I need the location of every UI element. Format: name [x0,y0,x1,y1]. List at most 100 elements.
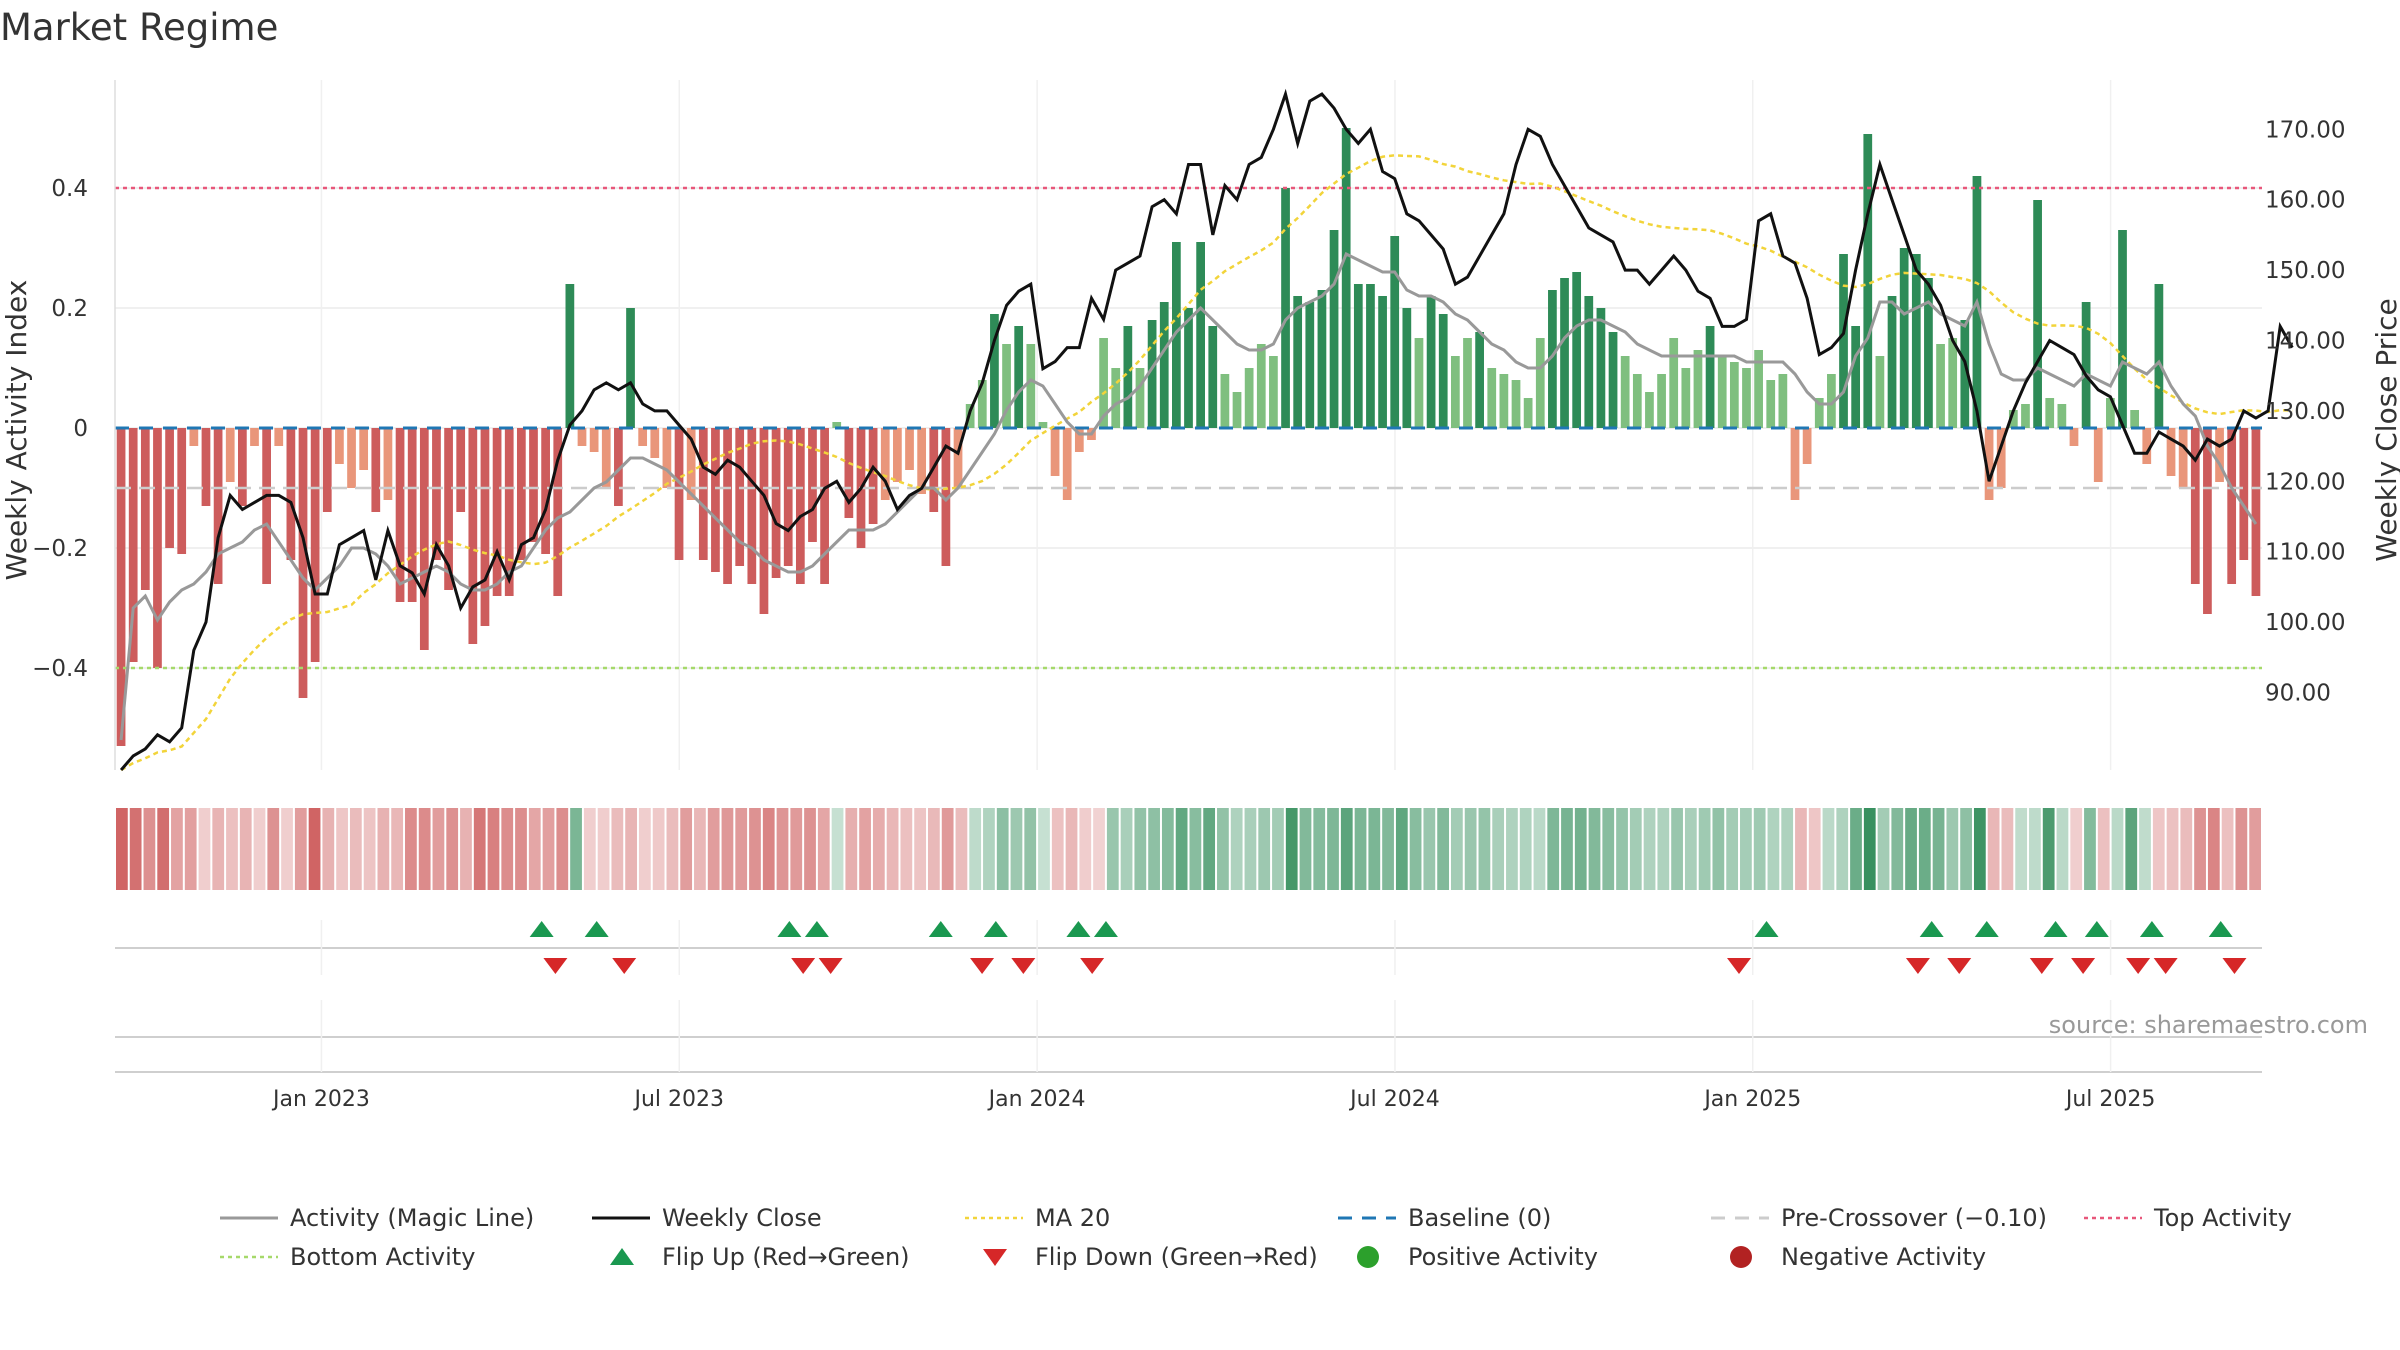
activity-bar [711,428,720,572]
regime-cell [1437,808,1449,890]
regime-cell [1079,808,1092,890]
activity-bar [808,428,817,542]
regime-cell [872,808,885,890]
activity-bar [771,428,781,578]
flip-down-marker [1905,958,1930,974]
regime-cell [2084,808,2096,890]
regime-cell [487,808,500,890]
activity-bar [1463,338,1472,428]
activity-bar [698,428,708,560]
regime-cell [1010,808,1023,890]
right-tick-label: 130.00 [2265,399,2345,425]
regime-cell [1795,808,1807,890]
activity-bar [1790,428,1800,500]
activity-bar [1499,374,1509,428]
activity-bar [1899,248,1909,428]
flip-up-marker [529,921,554,937]
activity-bar [1584,296,1594,428]
regime-cell [1340,808,1353,890]
activity-bar [298,428,308,698]
flip-down-marker [2126,958,2151,974]
regime-cell [1327,808,1339,890]
activity-bar [1147,320,1157,428]
left-tick-label: 0.2 [51,296,88,322]
activity-bar [1608,332,1618,428]
regime-cell [1492,808,1505,890]
regime-cell [1698,808,1711,890]
regime-cell [473,808,486,890]
regime-cell [983,808,995,890]
reference-lines [115,186,2262,670]
right-tick-label: 160.00 [2265,188,2345,214]
activity-bar [1353,284,1363,428]
regime-cell [1850,808,1862,890]
legend-label: Weekly Close [662,1204,822,1232]
activity-bar [2069,428,2079,446]
regime-cell [308,808,321,890]
regime-cell [1547,808,1560,890]
activity-bar [1232,392,1242,428]
regime-cell [239,808,252,890]
activity-bar [1438,314,1448,428]
flip-up-marker [1974,921,1999,937]
flip-down-marker [970,958,995,974]
flip-up-marker [777,921,802,937]
activity-bar [1754,350,1763,428]
regime-cell [625,808,637,890]
regime-cell [1464,808,1477,890]
regime-cell [1946,808,1959,890]
regime-cell [405,808,417,890]
regime-cell [1106,808,1119,890]
activity-bar [2166,428,2176,476]
activity-bar [1402,308,1412,428]
regime-cell [2194,808,2206,890]
legend-label: Bottom Activity [290,1243,475,1271]
regime-cell [2001,808,2014,890]
right-tick-label: 90.00 [2265,681,2331,707]
legend-label: Positive Activity [1408,1243,1598,1271]
activity-bar [1317,290,1327,428]
activity-bar [262,428,271,584]
flip-down-marker [543,958,568,974]
regime-cell [1712,808,1725,890]
activity-bar [1924,278,1933,428]
regime-cell [1230,808,1243,890]
activity-bar [1341,128,1351,428]
x-tick-label: Jul 2025 [2064,1087,2156,1112]
regime-cell [1258,808,1271,890]
regime-cell [996,808,1009,890]
x-tick-label: Jul 2023 [633,1087,725,1112]
x-tick-label: Jan 2025 [1702,1087,1801,1112]
regime-cell [2152,808,2165,890]
activity-bar [1814,398,1824,428]
regime-cell [253,808,266,890]
regime-cell [1643,808,1656,890]
regime-cell [1065,808,1078,890]
activity-bar [116,428,126,746]
chart-title: Market Regime [0,6,279,49]
activity-bar [1172,242,1181,428]
left-tick-label: −0.4 [32,656,88,682]
regime-cell [1684,808,1697,890]
regime-cell [776,808,789,890]
activity-bar [1778,374,1788,428]
regime-cell [1891,808,1904,890]
activity-bar [1620,356,1630,428]
activity-bar [1208,326,1218,428]
activity-bar [1535,338,1545,428]
activity-bar [504,428,514,596]
regime-cell [267,808,280,890]
flip-markers [115,920,2262,975]
activity-bar [2093,428,2103,482]
flip-up-marker [928,921,953,937]
regime-cell [1808,808,1821,890]
regime-cell [694,808,706,890]
regime-cell [171,808,183,890]
regime-cell [2180,808,2193,890]
right-tick-label: 170.00 [2265,117,2345,143]
regime-cell [1767,808,1780,890]
activity-bar [2251,428,2261,596]
activity-bar [407,428,417,602]
regime-cell [556,808,569,890]
